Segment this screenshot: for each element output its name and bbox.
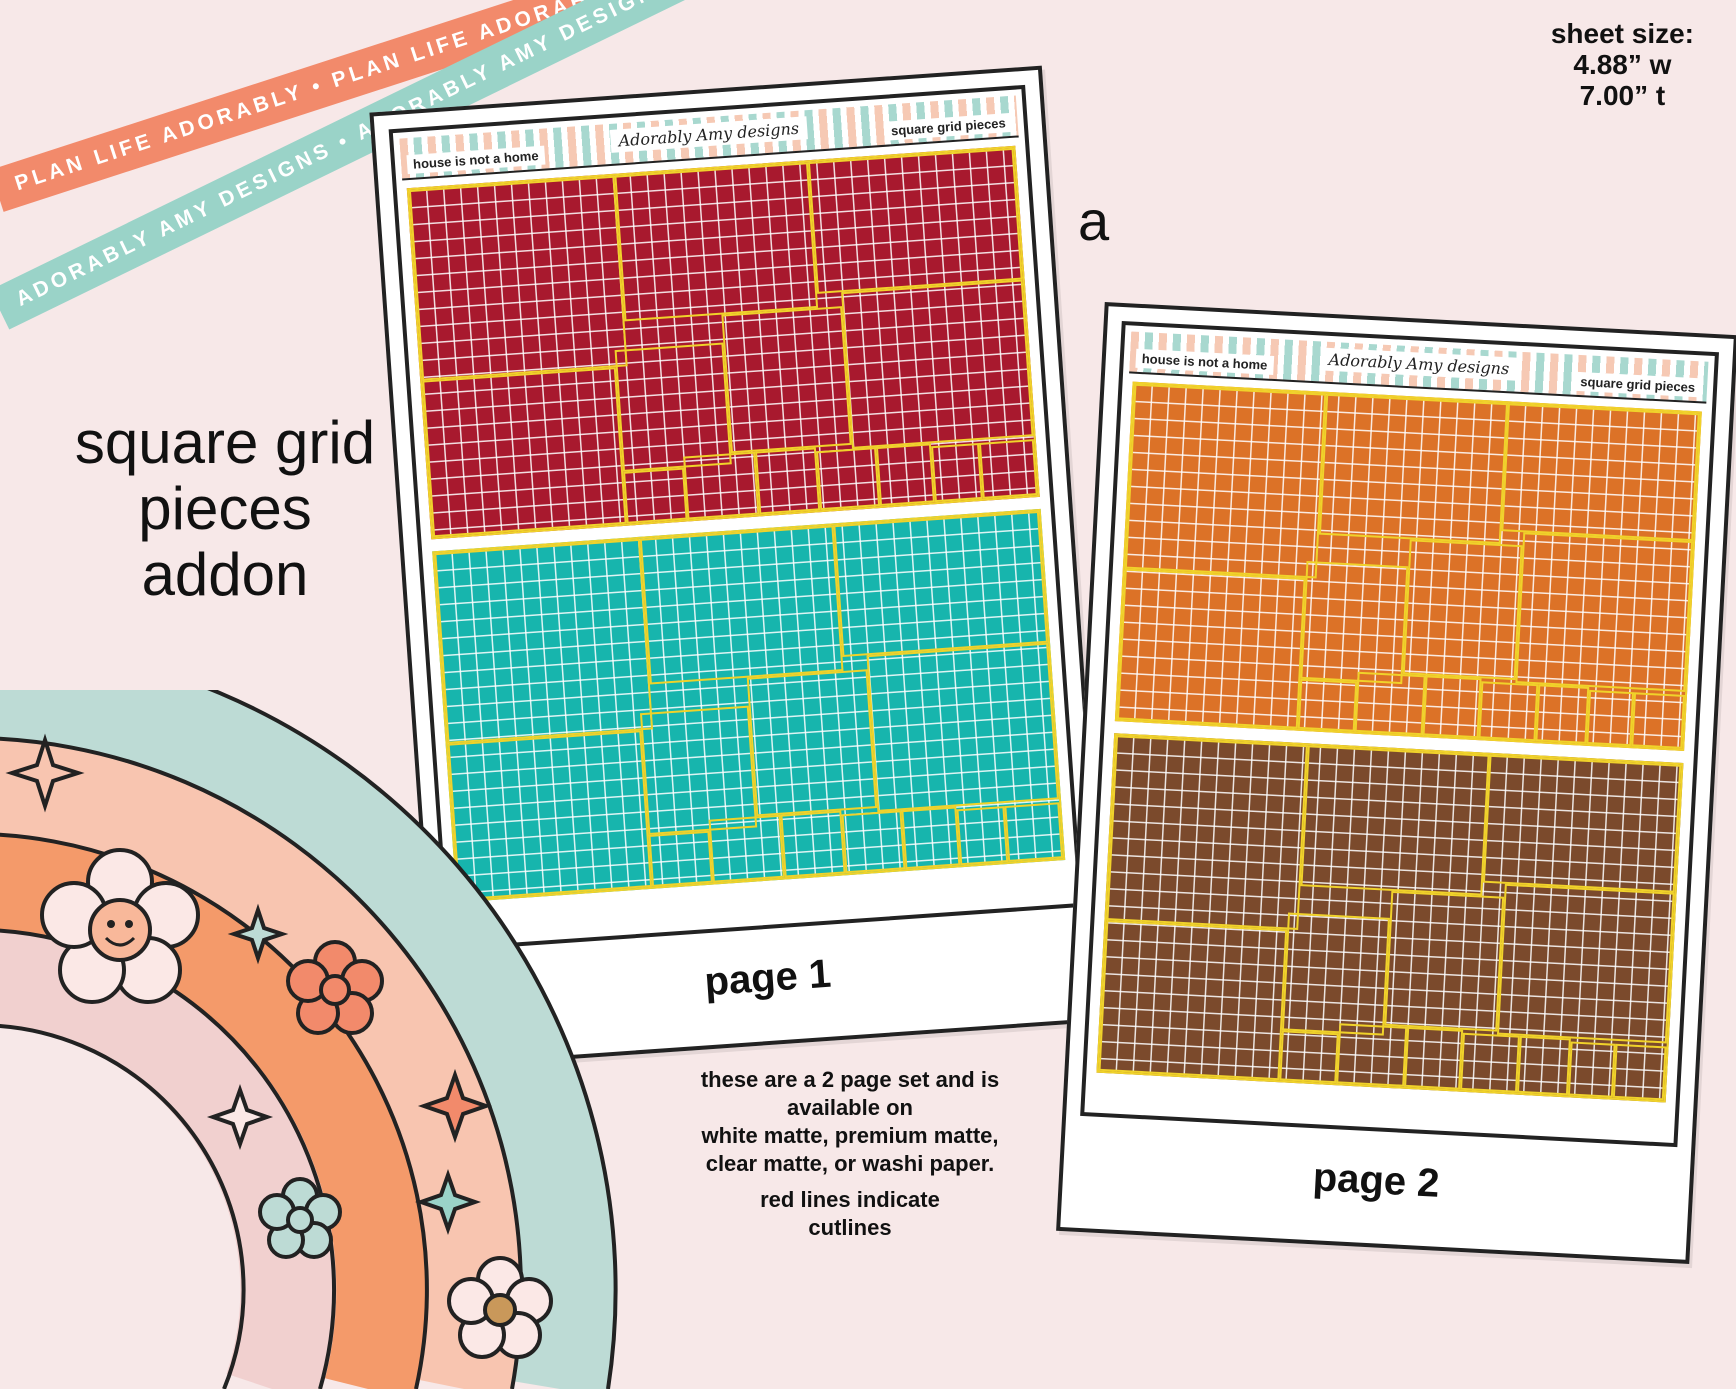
cutline-box bbox=[721, 306, 852, 454]
cutline-box bbox=[408, 175, 628, 382]
cutline-box bbox=[1631, 692, 1685, 749]
cutline-box bbox=[833, 510, 1049, 658]
cutline-box bbox=[682, 451, 760, 520]
cutline-box bbox=[1403, 1026, 1464, 1090]
cutline-box bbox=[956, 806, 1009, 866]
info-line-3: white matte, premium matte, bbox=[701, 1123, 999, 1148]
sheet-size: sheet size: 4.88” w 7.00” t bbox=[1551, 18, 1694, 111]
sheet-size-height: 7.00” t bbox=[1579, 80, 1666, 111]
page-1-header-left: house is not a home bbox=[406, 145, 546, 175]
info-text: these are a 2 page set and is available … bbox=[640, 1066, 1060, 1242]
cutline-box bbox=[1497, 883, 1675, 1044]
cutline-box bbox=[901, 806, 961, 870]
sparkle-icon bbox=[417, 1068, 493, 1144]
cutline-box bbox=[1515, 531, 1694, 692]
cutline-box bbox=[755, 447, 821, 515]
page-2-label: page 2 bbox=[1311, 1155, 1441, 1206]
sheet-size-width: 4.88” w bbox=[1573, 49, 1672, 80]
page-2-sheet: house is not a home Adorably Amy designs… bbox=[1080, 320, 1719, 1148]
page-2-logo: Adorably Amy designs bbox=[1320, 347, 1518, 381]
cutline-box bbox=[931, 443, 984, 503]
page-2-header-right: square grid pieces bbox=[1573, 371, 1702, 398]
cutline-box bbox=[1612, 1044, 1667, 1101]
info-line-2: available on bbox=[787, 1095, 913, 1120]
page-2-panel-bottom bbox=[1096, 733, 1684, 1103]
cutline-box bbox=[639, 705, 758, 835]
cutline-box bbox=[841, 810, 906, 874]
cutline-box bbox=[1297, 678, 1357, 732]
info-line-6: cutlines bbox=[808, 1215, 892, 1240]
page-2-card: house is not a home Adorably Amy designs… bbox=[1056, 302, 1736, 1264]
page-1-logo: Adorably Amy designs bbox=[609, 116, 808, 153]
cutline-box bbox=[1402, 539, 1523, 680]
cutline-box bbox=[614, 342, 732, 472]
cutline-box bbox=[1124, 383, 1327, 579]
cutline-box bbox=[1098, 919, 1288, 1081]
sparkle-icon bbox=[5, 733, 85, 813]
cutline-box bbox=[815, 446, 881, 511]
cutline-box bbox=[1460, 1032, 1520, 1093]
product-title: square grid pieces addon bbox=[0, 410, 450, 608]
cutline-box bbox=[746, 669, 878, 817]
cutline-box bbox=[708, 815, 786, 883]
cutline-box bbox=[1279, 1029, 1339, 1084]
info-line-4: clear matte, or washi paper. bbox=[705, 1151, 995, 1176]
title-line-1: square grid bbox=[74, 409, 376, 476]
page-2-header-left: house is not a home bbox=[1135, 348, 1274, 375]
cutline-box bbox=[1335, 1022, 1407, 1087]
info-line-5: red lines indicate bbox=[760, 1187, 940, 1212]
cutline-box bbox=[1516, 1035, 1571, 1096]
title-line-2: pieces bbox=[138, 475, 312, 542]
page-2-panel-top bbox=[1114, 381, 1702, 751]
cutline-box bbox=[979, 439, 1038, 499]
white-flower-icon bbox=[447, 1256, 553, 1359]
sparkle-icon bbox=[206, 1083, 274, 1151]
cutline-box bbox=[780, 810, 846, 878]
cutline-box bbox=[1567, 1041, 1616, 1098]
smiley-flower-icon bbox=[40, 848, 200, 1004]
cutline-box bbox=[876, 443, 935, 506]
variant-letter: a bbox=[1078, 189, 1110, 252]
info-line-1: these are a 2 page set and is bbox=[700, 1067, 1000, 1092]
teal-flower-icon bbox=[258, 1177, 342, 1259]
sparkle-icon bbox=[227, 903, 289, 965]
cutline-box bbox=[807, 147, 1023, 295]
sparkle-icon bbox=[414, 1168, 482, 1236]
cutline-box bbox=[1535, 684, 1590, 744]
page-1-panel-top bbox=[406, 145, 1040, 540]
cutline-box bbox=[648, 830, 713, 887]
cutline-box bbox=[1106, 735, 1309, 930]
cutline-box bbox=[422, 367, 627, 538]
cutline-box bbox=[1300, 745, 1490, 896]
cutline-box bbox=[1354, 671, 1426, 736]
cutline-box bbox=[1004, 802, 1064, 862]
cutline-box bbox=[1300, 560, 1409, 684]
page-1-header-right: square grid pieces bbox=[884, 112, 1013, 141]
cutline-box bbox=[1500, 403, 1700, 541]
title-line-3: addon bbox=[141, 541, 309, 608]
rainbow-illustration bbox=[0, 690, 618, 1389]
cutline-box bbox=[639, 525, 844, 685]
cutline-box bbox=[1282, 912, 1390, 1036]
cutline-box bbox=[1384, 890, 1505, 1032]
cutline-box bbox=[1586, 690, 1635, 747]
cutline-box bbox=[1319, 393, 1508, 545]
cutline-box bbox=[1482, 754, 1682, 893]
sheet-size-label: sheet size: bbox=[1550, 18, 1694, 49]
orange-flower-icon bbox=[286, 940, 384, 1035]
cutline-box bbox=[1478, 681, 1539, 742]
cutline-box bbox=[841, 279, 1034, 449]
cutline-box bbox=[622, 467, 688, 524]
cutline-box bbox=[866, 642, 1059, 812]
cutline-box bbox=[1422, 674, 1482, 739]
cutline-box bbox=[614, 162, 819, 322]
cutline-box bbox=[1116, 568, 1306, 729]
